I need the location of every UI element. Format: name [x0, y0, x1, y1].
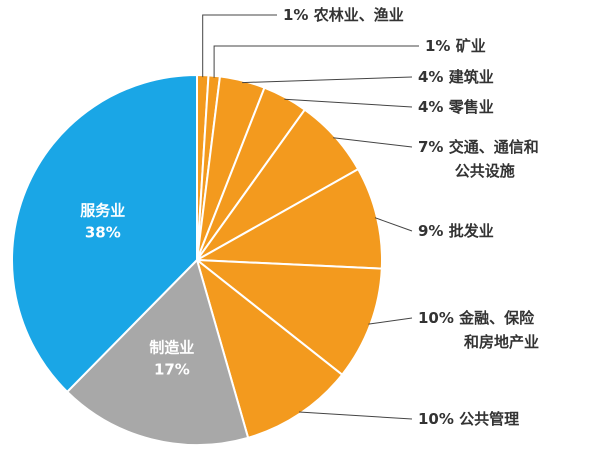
slice-label-4: 4% 零售业 [418, 98, 494, 116]
pie-slice-6 [193, 167, 383, 270]
slice-label-10: 服务业 38% [80, 201, 125, 241]
leader-lines [202, 14, 419, 420]
slice-label-3: 4% 建筑业 [418, 68, 494, 86]
leader-line-8 [298, 411, 413, 420]
slice-label-1: 1% 农林业、渔业 [283, 6, 404, 24]
pie-slices [11, 73, 383, 446]
pie-slice-9 [65, 258, 250, 446]
pie-slice-7 [193, 258, 383, 377]
slice-label-6: 9% 批发业 [418, 222, 494, 240]
leader-line-6 [374, 217, 413, 232]
leader-line-3 [242, 76, 413, 84]
slice-label-7: 10% 金融、保险和房地产业 [418, 309, 539, 351]
leader-line-7 [368, 317, 413, 325]
slice-labels: 1% 农林业、渔业 1% 矿业 4% 建筑业 4% 零售业 7% 交通、通信和公共设施 9… [80, 6, 539, 428]
leader-line-5 [333, 137, 413, 148]
slice-label-9: 制造业 17% [149, 339, 194, 379]
leader-line-4 [284, 98, 413, 108]
leader-line-1 [202, 14, 277, 78]
pie-slice-10 [11, 73, 198, 394]
slice-label-8: 10% 公共管理 [418, 410, 519, 428]
leader-line-2 [213, 45, 419, 78]
slice-label-5: 7% 交通、通信和公共设施 [418, 138, 539, 180]
slice-label-2: 1% 矿业 [425, 37, 486, 55]
pie-slice-8 [195, 257, 344, 440]
